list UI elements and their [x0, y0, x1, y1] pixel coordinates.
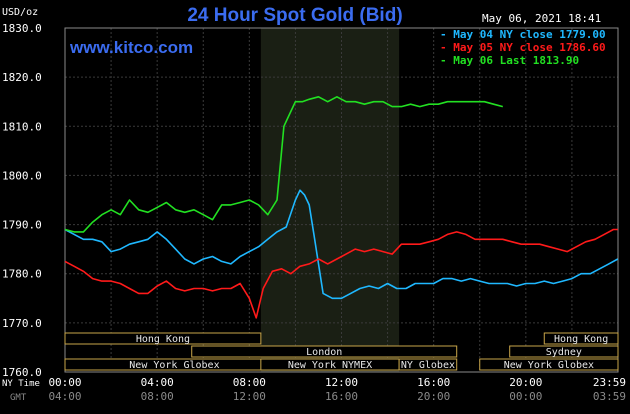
legend-label: May 06 Last 1813.90 — [453, 54, 580, 67]
ny-time-label: NY Time — [2, 379, 40, 389]
legend-swatch: - — [440, 28, 447, 41]
session-label: New York Globex — [129, 360, 219, 371]
y-tick-label: 1780.0 — [2, 268, 42, 281]
y-tick-label: 1830.0 — [2, 22, 42, 35]
x-tick-label-ny: 23:59 — [593, 376, 626, 389]
session-label: Sydney — [546, 347, 582, 358]
session-bar — [191, 345, 458, 358]
session-bar — [543, 332, 619, 345]
series-line-1 — [64, 228, 618, 319]
x-tick-label-gmt: 16:00 — [325, 390, 358, 403]
legend-label: May 04 NY close 1779.00 — [453, 28, 606, 41]
gmt-label: GMT — [10, 393, 27, 403]
session-bar — [398, 358, 458, 371]
y-tick-label: 1810.0 — [2, 120, 42, 133]
nymex-highlight-band — [260, 28, 400, 372]
session-bar — [509, 345, 619, 358]
legend-item-may04: - May 04 NY close 1779.00 — [440, 28, 606, 41]
x-tick-label-ny: 04:00 — [141, 376, 174, 389]
x-tick-label-gmt: 20:00 — [417, 390, 450, 403]
x-tick-label-gmt: 03:59 — [593, 390, 626, 403]
legend-label: May 05 NY close 1786.60 — [453, 41, 606, 54]
session-label: London — [306, 347, 342, 358]
y-tick-label: 1800.0 — [2, 169, 42, 182]
legend-swatch: - — [440, 41, 447, 54]
x-tick-label-gmt: 12:00 — [233, 390, 266, 403]
y-tick-label: 1820.0 — [2, 71, 42, 84]
x-tick-label-gmt: 04:00 — [48, 390, 81, 403]
x-tick-label-ny: 20:00 — [509, 376, 542, 389]
series-line-2 — [64, 96, 504, 233]
legend-swatch: - — [440, 54, 447, 67]
y-tick-label: 1760.0 — [2, 366, 42, 379]
x-tick-label-ny: 08:00 — [233, 376, 266, 389]
y-tick-label: 1770.0 — [2, 317, 42, 330]
y-axis-unit-label: USD/oz — [2, 7, 39, 18]
plot-frame — [64, 27, 619, 373]
session-bar — [479, 358, 619, 371]
session-label: New York Globex — [504, 360, 594, 371]
timestamp: May 06, 2021 18:41 — [482, 12, 602, 25]
session-label: NY Globex — [401, 360, 455, 371]
x-tick-label-gmt: 08:00 — [141, 390, 174, 403]
x-tick-label-ny: 16:00 — [417, 376, 450, 389]
x-tick-label-ny: 00:00 — [48, 376, 81, 389]
y-tick-label: 1790.0 — [2, 219, 42, 232]
legend-item-may06: - May 06 Last 1813.90 — [440, 54, 579, 67]
x-tick-label-ny: 12:00 — [325, 376, 358, 389]
x-tick-label-gmt: 00:00 — [509, 390, 542, 403]
site-watermark: www.kitco.com — [70, 38, 194, 57]
series-line-0 — [64, 189, 619, 300]
chart-title: 24 Hour Spot Gold (Bid) — [187, 5, 403, 26]
legend-item-may05: - May 05 NY close 1786.60 — [440, 41, 606, 54]
session-label: Hong Kong — [554, 334, 608, 345]
session-label: New York NYMEX — [288, 360, 372, 371]
session-label: Hong Kong — [136, 334, 190, 345]
session-bar — [64, 332, 262, 345]
